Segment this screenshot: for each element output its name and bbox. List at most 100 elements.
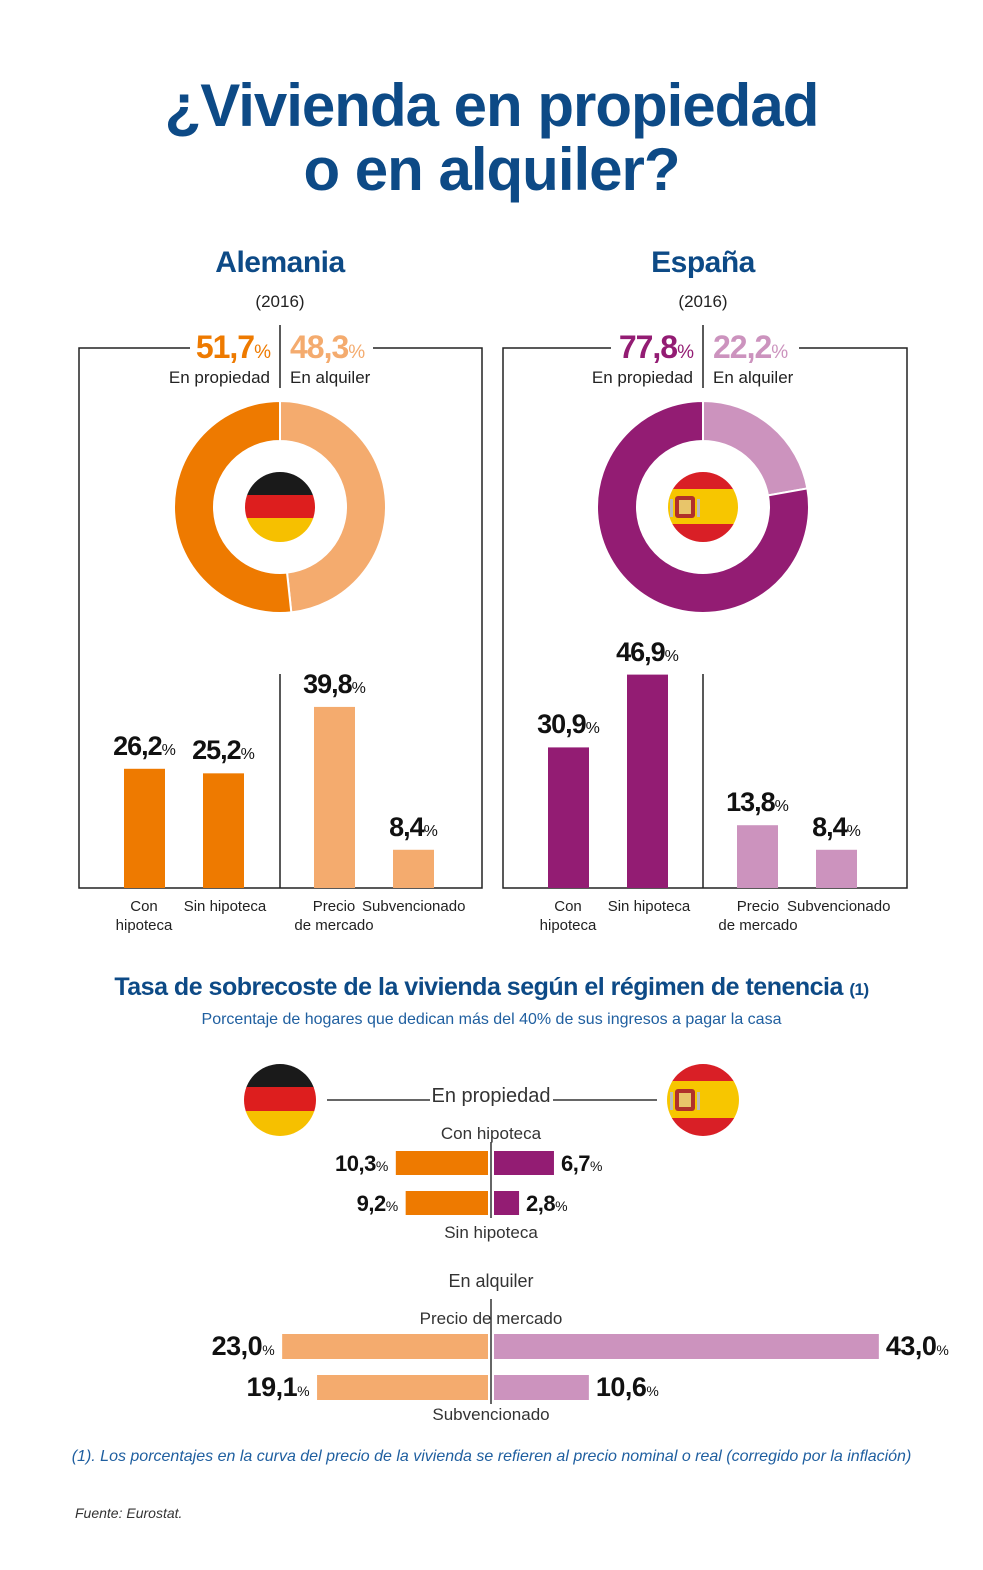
spain-bar-value-number-3: 8,4 [812,811,848,842]
spain-bar-2 [737,825,778,888]
row-label-subvencionado: Subvencionado [432,1405,550,1424]
germany-rented-label: En alquiler [290,368,371,387]
spain-owned-label: En propiedad [591,368,693,387]
germany-flag-icon [245,472,315,542]
germany-hbar-0 [395,1151,488,1175]
germany-hbar-2 [282,1334,488,1359]
section-flags-svg [244,1064,739,1136]
germany-bar-3 [393,849,434,888]
germany-label-sin-hipoteca: Sin hipoteca [183,898,267,915]
spain-owned-number: 77,8 [618,329,678,365]
spain-bar-value-pct-3: % [846,822,861,840]
row-label-con-hipoteca: Con hipoteca [440,1124,542,1143]
spain-hbar-value-0-number: 6,7 [560,1151,591,1176]
spain-bar-1 [627,674,668,888]
germany-hbar-value-1-pct: % [385,1198,398,1214]
germany-owned-label: En propiedad [168,368,270,387]
germany-bar-value-pct-1: % [240,746,255,764]
spain-bar-value-number-2: 13,8 [726,787,776,818]
bar-charts-svg [124,674,857,888]
group-label-alquiler: En alquiler [448,1271,534,1291]
spain-title: España [651,246,755,279]
spain-hbar-value-1-number: 2,8 [526,1191,556,1216]
germany-label-precio-l2: de mercado [294,917,374,934]
spain-donut [596,399,810,614]
spain-hbar-value-2: 43,0% [886,1331,949,1362]
germany-flag-icon [244,1064,316,1136]
footnote: (1). Los porcentajes en la curva del pre… [71,1448,912,1465]
germany-owned-number: 51,7 [195,329,255,365]
spain-bar-value-pct-0: % [585,720,600,738]
spain-hbar-0 [494,1151,554,1175]
spain-bar-3 [816,849,857,888]
germany-hbar-3 [317,1375,488,1400]
germany-bar-0 [124,768,165,888]
spain-label-con-hipoteca: Con hipoteca [539,898,597,934]
germany-label-precio-mercado: Precio de mercado [290,897,378,935]
spain-bar-value-1: 46,9% [593,637,701,668]
section-title-note: (1) [849,980,869,999]
germany-slice-propiedad [173,399,293,614]
germany-hbar-value-0-number: 10,3 [335,1151,376,1176]
spain-label-sin-hipoteca: Sin hipoteca [607,898,691,915]
germany-year: (2016) [255,292,305,311]
germany-slice-alquiler [279,399,387,614]
source: Fuente: Eurostat. [75,1505,183,1521]
spain-hbar-value-3-number: 10,6 [595,1372,647,1402]
page-title-line1: ¿Vivienda en propiedad [164,72,820,139]
germany-bar-value-number-2: 39,8 [303,668,353,699]
germany-hbar-value-2-number: 23,0 [211,1331,263,1361]
spain-flag-icon [668,472,738,542]
spain-owned-value: 77,8% [618,329,694,366]
germany-bar-value-3: 8,4% [359,812,467,843]
spain-hbar-value-3-pct: % [646,1383,659,1399]
germany-rented-pct: % [348,342,365,363]
section-subtitle: Porcentaje de hogares que dedican más de… [201,1011,782,1028]
page-title-line2: o en alquiler? [303,136,680,203]
spain-hbar-2 [494,1334,879,1359]
germany-donut [173,399,387,614]
group-label-propiedad: En propiedad [431,1085,551,1107]
row-label-sin-hipoteca: Sin hipoteca [444,1223,538,1242]
spain-hbar-value-1-pct: % [555,1198,568,1214]
spain-frame [502,347,908,889]
spain-hbar-value-0: 6,7% [560,1151,603,1177]
spain-rented-number: 22,2 [713,329,772,365]
spain-rented-value: 22,2% [713,329,788,366]
germany-bar-value-1: 25,2% [169,735,277,766]
spain-hbar-1 [494,1191,520,1215]
spain-rented-pct: % [771,342,788,363]
germany-label-subvencionado: Subvencionado [362,898,466,915]
germany-hbar-value-3-number: 19,1 [246,1372,298,1402]
spain-bar-value-0: 30,9% [514,709,622,740]
germany-bar-value-number-3: 8,4 [389,811,425,842]
spain-label-subvencionado: Subvencionado [787,898,891,915]
germany-hbar-value-2: 23,0% [212,1331,275,1362]
germany-rented-number: 48,3 [290,329,349,365]
spain-bar-value-number-0: 30,9 [537,709,587,740]
germany-owned-pct: % [254,342,271,363]
spain-hbar-value-2-number: 43,0 [885,1331,937,1361]
germany-bar-1 [203,773,244,888]
diverging-bars-svg [282,1142,879,1404]
spain-bar-value-2: 13,8% [703,787,811,818]
spain-label-precio-mercado: Precio de mercado [714,897,802,935]
germany-bar-value-number-0: 26,2 [113,730,163,761]
germany-bar-2 [314,706,355,888]
spain-bar-value-pct-2: % [774,798,789,816]
germany-hbar-1 [405,1191,488,1215]
germany-bar-value-2: 39,8% [280,669,388,700]
spain-hbar-value-1: 2,8% [526,1191,568,1217]
germany-hbar-value-0: 10,3% [335,1151,388,1177]
spain-bar-value-3: 8,4% [782,812,890,843]
germany-hbar-value-1-number: 9,2 [356,1191,387,1216]
germany-bar-value-pct-2: % [351,679,366,697]
germany-hbar-value-2-pct: % [262,1342,275,1358]
spain-rented-label: En alquiler [713,368,794,387]
germany-bar-value-0: 26,2% [90,731,198,762]
germany-hbar-value-0-pct: % [375,1158,388,1174]
spain-hbar-3 [494,1375,589,1400]
germany-hbar-value-3: 19,1% [247,1372,310,1403]
section-title-text: Tasa de sobrecoste de la vivienda según … [114,973,843,1001]
germany-rented-value: 48,3% [290,329,365,366]
